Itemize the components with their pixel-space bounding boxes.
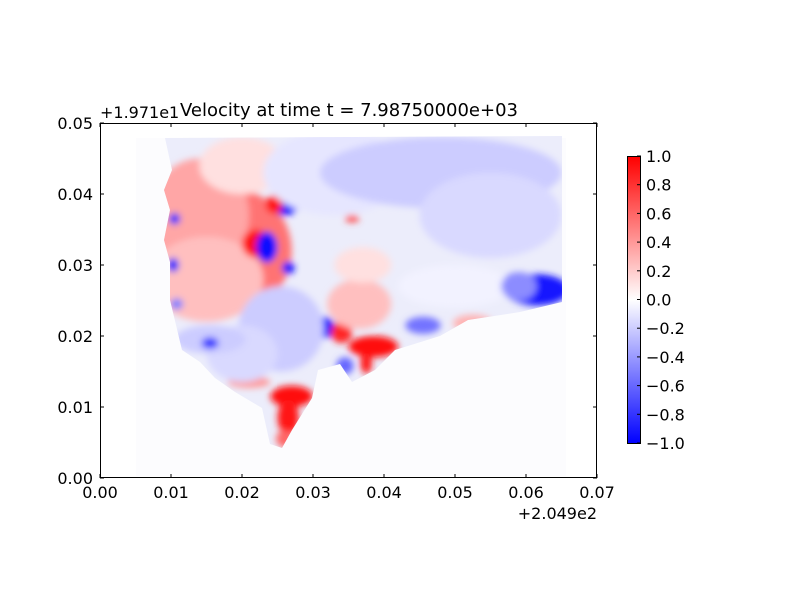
colorbar-tick-label: 0.2 bbox=[646, 262, 671, 281]
x-tick-label: 0.01 bbox=[153, 483, 189, 502]
colorbar-ticks: 1.0 0.8 0.6 0.4 0.2 0.0 −0.2 −0.4 −0.6 −0.8 −1.0 bbox=[637, 147, 685, 453]
x-tick-label: 0.07 bbox=[579, 483, 615, 502]
heatmap-region bbox=[270, 385, 314, 407]
heatmap-region bbox=[334, 247, 392, 283]
heatmap-region bbox=[405, 316, 441, 334]
heatmap-region bbox=[348, 336, 399, 358]
heatmap-region bbox=[419, 172, 562, 258]
heatmap-region bbox=[277, 399, 299, 436]
plot-frame bbox=[100, 123, 597, 478]
colorbar-tick-label: 1.0 bbox=[646, 147, 671, 166]
heatmap-region bbox=[167, 257, 179, 273]
colorbar-tick-label: 0.8 bbox=[646, 176, 671, 195]
colorbar-tick-label: −0.8 bbox=[646, 405, 685, 424]
colorbar-tick-label: −1.0 bbox=[646, 434, 685, 453]
y-tick-label: 0.05 bbox=[57, 114, 93, 133]
heatmap-field bbox=[164, 136, 562, 448]
heatmap-region bbox=[327, 279, 392, 329]
colorbar-tick-label: 0.6 bbox=[646, 204, 671, 223]
x-tick-label: 0.05 bbox=[437, 483, 473, 502]
heatmap-region bbox=[201, 337, 219, 349]
chart-title: Velocity at time t = 7.98750000e+03 bbox=[180, 100, 518, 121]
x-tick-label: 0.00 bbox=[82, 483, 118, 502]
x-tick-label: 0.04 bbox=[366, 483, 402, 502]
y-tick-label: 0.03 bbox=[57, 256, 93, 275]
heatmap-region bbox=[501, 272, 537, 301]
heatmap-region bbox=[265, 195, 283, 214]
colorbar-tick-label: 0.4 bbox=[646, 233, 671, 252]
x-tick-label: 0.03 bbox=[295, 483, 331, 502]
colorbar-tick-label: 0.0 bbox=[646, 291, 671, 310]
y-offset-label: +1.971e1 bbox=[100, 103, 179, 122]
heatmap-region bbox=[330, 321, 353, 344]
heatmap-region bbox=[398, 265, 512, 308]
colorbar-tick-label: −0.2 bbox=[646, 319, 685, 338]
x-offset-label: +2.049e2 bbox=[518, 504, 597, 523]
heatmap-region bbox=[199, 137, 285, 195]
heatmap-region bbox=[168, 213, 181, 225]
colorbar-tick-label: −0.4 bbox=[646, 348, 685, 367]
heatmap-region bbox=[360, 352, 372, 374]
y-axis: 0.00 0.01 0.02 0.03 0.04 0.05 bbox=[57, 114, 597, 488]
y-tick-label: 0.00 bbox=[57, 469, 93, 488]
x-tick-label: 0.02 bbox=[224, 483, 260, 502]
y-tick-label: 0.04 bbox=[57, 185, 93, 204]
heatmap-region bbox=[256, 231, 278, 263]
heatmap-region bbox=[170, 298, 184, 310]
colorbar-tick-label: −0.6 bbox=[646, 377, 685, 396]
x-axis: 0.00 0.01 0.02 0.03 0.04 0.05 0.06 0.07 bbox=[82, 123, 615, 502]
y-tick-label: 0.01 bbox=[57, 398, 93, 417]
heatmap-region bbox=[344, 215, 360, 223]
heatmap-region bbox=[281, 261, 295, 275]
x-tick-label: 0.06 bbox=[508, 483, 544, 502]
y-tick-label: 0.02 bbox=[57, 327, 93, 346]
